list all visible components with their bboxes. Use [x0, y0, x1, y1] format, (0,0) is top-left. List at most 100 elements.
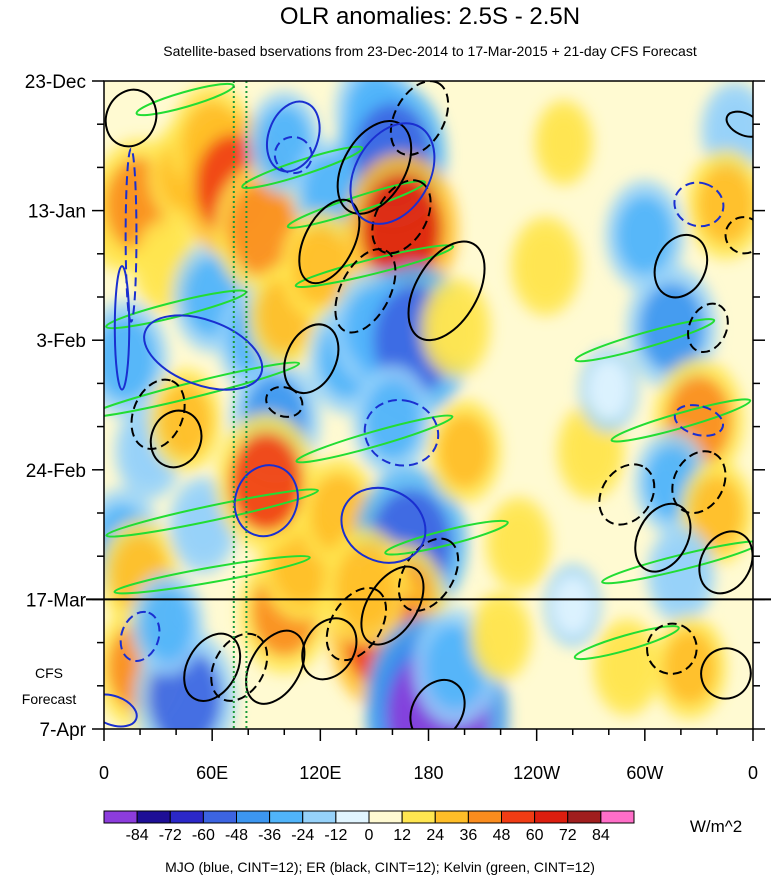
kelvin-contour-12: [113, 555, 311, 595]
anomaly-core-54: [697, 164, 753, 244]
anomaly-core-52: [663, 630, 717, 705]
er-contour-11: [407, 240, 486, 342]
forecast-label-line2: Forecast: [22, 691, 77, 707]
olr-anomaly-field: [104, 81, 753, 729]
kelvin-contour-4: [294, 244, 455, 289]
colorbar-label-4: -36: [258, 827, 281, 844]
colorbar-swatch-4: [236, 810, 271, 824]
reference-lines: [232, 81, 248, 729]
x-axis: 0 60E 120E 180 120W 60W 0: [99, 729, 758, 783]
kelvin-contour-11: [601, 540, 753, 585]
mjo-contour-0: [124, 147, 138, 323]
mjo-contour-11: [104, 693, 138, 728]
er-contour-28: [725, 110, 753, 138]
colorbar-swatch-10: [434, 810, 469, 824]
anomaly-core-14: [140, 587, 194, 662]
y-tick-label-5: 7-Apr: [40, 720, 87, 741]
mjo-contour-8: [273, 135, 313, 175]
colorbar-swatch-2: [169, 810, 204, 824]
colorbar-swatch-7: [335, 810, 370, 824]
kelvin-contour-10: [384, 519, 509, 556]
x-tick-label-6: 0: [748, 763, 758, 783]
er-contour-9: [334, 248, 397, 334]
plot-area: [104, 81, 753, 729]
er-contour-24: [700, 647, 752, 700]
er-contour-1: [149, 409, 203, 469]
er-contour-10: [371, 179, 432, 255]
anomaly-core-16: [228, 182, 298, 277]
mjo-contour-12: [119, 610, 161, 662]
x-tick-label-3: 180: [413, 763, 443, 783]
y-tick-label-1: 13-Jan: [28, 202, 86, 223]
colorbar-swatch-9: [401, 810, 436, 824]
colorbar: -84 -72 -60 -48 -36 -24 -12 0 12 24 36 48 60 72 84: [103, 810, 635, 844]
anomaly-core-59: [542, 112, 585, 174]
mjo-contour-5: [363, 398, 440, 467]
er-contour-13: [389, 81, 450, 156]
anomaly-core-44: [495, 510, 543, 578]
er-contour-4: [210, 632, 269, 702]
x-tick-label-2: 120E: [299, 763, 341, 783]
colorbar-label-7: 0: [365, 827, 374, 844]
colorbar-label-13: 72: [559, 827, 577, 844]
colorbar-label-1: -72: [159, 827, 182, 844]
er-contour-5: [245, 629, 306, 705]
mjo-contour-2: [143, 314, 264, 391]
x-tick-label-1: 60E: [196, 763, 228, 783]
anomaly-core-56: [478, 604, 523, 669]
colorbar-label-10: 36: [459, 827, 477, 844]
kelvin-contour-5: [574, 318, 716, 363]
anomaly-core-41: [438, 414, 491, 489]
anomaly-core-47: [639, 283, 705, 373]
er-contour-19: [598, 463, 656, 526]
anomaly-core-57: [552, 575, 594, 636]
er-contour-20: [634, 502, 692, 573]
kelvin-contour-7: [295, 414, 454, 464]
mjo-contour-7: [266, 100, 321, 173]
er-contour-15: [325, 586, 388, 662]
y-tick-label-3: 24-Feb: [26, 461, 86, 482]
colorbar-units: W/m^2: [690, 817, 742, 836]
chart-title: OLR anomalies: 2.5S - 2.5N: [280, 3, 580, 30]
chart-subtitle: Satellite-based bservations from 23-Dec-…: [163, 43, 697, 59]
kelvin-contour-13: [573, 625, 680, 661]
er-contour-0: [104, 88, 158, 148]
x-tick-label-4: 120W: [513, 763, 560, 783]
x-tick-label-0: 0: [99, 763, 109, 783]
anomaly-core-11: [178, 490, 228, 560]
er-contour-23: [646, 622, 698, 675]
y-axis: 23-Dec 13-Jan 3-Feb 24-Feb 17-Mar 7-Apr: [25, 72, 765, 741]
y-tick-label-4: 17-Mar: [26, 590, 87, 611]
colorbar-swatch-1: [136, 810, 171, 824]
kelvin-contour-1: [241, 145, 364, 190]
colorbar-label-11: 48: [493, 827, 511, 844]
colorbar-label-14: 84: [592, 827, 610, 844]
er-contour-18: [409, 679, 466, 729]
colorbar-label-0: -84: [126, 827, 149, 844]
colorbar-swatch-12: [501, 810, 536, 824]
colorbar-label-5: -24: [291, 827, 314, 844]
er-contour-8: [298, 198, 361, 285]
colorbar-swatch-11: [467, 810, 502, 824]
er-contour-26: [687, 302, 729, 354]
x-tick-label-5: 60W: [626, 763, 663, 783]
anomaly-core-55: [602, 632, 652, 702]
colorbar-label-6: -12: [324, 827, 347, 844]
colorbar-swatch-5: [269, 810, 304, 824]
colorbar-swatch-15: [600, 810, 635, 824]
mjo-contour-3: [233, 464, 299, 538]
er-contour-21: [671, 450, 727, 515]
kelvin-contour-9: [105, 488, 319, 538]
y-tick-label-2: 3-Feb: [36, 331, 86, 352]
anomaly-core-58: [587, 358, 630, 421]
colorbar-swatch-0: [103, 810, 138, 824]
mjo-contour-9: [673, 181, 725, 228]
colorbar-label-3: -48: [225, 827, 248, 844]
er-contour-25: [653, 233, 709, 299]
er-contour-17: [397, 537, 460, 612]
colorbar-swatch-8: [368, 810, 403, 824]
anomaly-core-37: [334, 545, 396, 630]
colorbar-label-8: 12: [393, 827, 411, 844]
colorbar-label-9: 24: [426, 827, 444, 844]
colorbar-swatch-6: [302, 810, 337, 824]
